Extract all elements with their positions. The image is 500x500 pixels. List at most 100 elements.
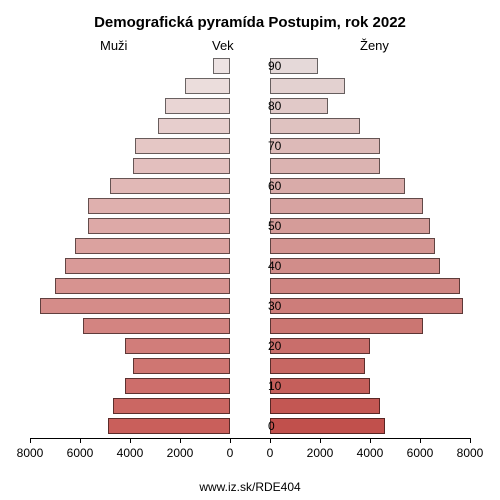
women-row-50 <box>270 218 470 234</box>
men-row-5 <box>30 398 230 414</box>
men-bar-15 <box>133 358 231 374</box>
women-row-5 <box>270 398 470 414</box>
source-label: www.iz.sk/RDE404 <box>0 480 500 494</box>
women-bar-60 <box>270 178 405 194</box>
x-tick-left-4000 <box>130 438 131 443</box>
age-tick-30: 30 <box>268 299 281 313</box>
age-tick-10: 10 <box>268 379 281 393</box>
label-age: Vek <box>212 38 234 53</box>
women-row-45 <box>270 238 470 254</box>
women-row-25 <box>270 318 470 334</box>
x-tick-label-right-6000: 6000 <box>407 446 434 460</box>
women-row-60 <box>270 178 470 194</box>
men-bar-50 <box>88 218 231 234</box>
chart-title: Demografická pyramída Postupim, rok 2022 <box>0 14 500 31</box>
women-row-85 <box>270 78 470 94</box>
age-tick-0: 0 <box>268 419 275 433</box>
x-tick-right-2000 <box>320 438 321 443</box>
men-bar-90 <box>213 58 231 74</box>
women-row-30 <box>270 298 470 314</box>
age-tick-50: 50 <box>268 219 281 233</box>
x-tick-left-2000 <box>180 438 181 443</box>
x-tick-label-left-6000: 6000 <box>67 446 94 460</box>
men-row-55 <box>30 198 230 214</box>
men-bar-70 <box>135 138 230 154</box>
men-row-35 <box>30 278 230 294</box>
men-row-20 <box>30 338 230 354</box>
women-bar-40 <box>270 258 440 274</box>
men-row-90 <box>30 58 230 74</box>
men-bar-85 <box>185 78 230 94</box>
x-tick-right-4000 <box>370 438 371 443</box>
men-bar-60 <box>110 178 230 194</box>
women-row-40 <box>270 258 470 274</box>
x-tick-labels: 0020002000400040006000600080008000 <box>30 446 470 462</box>
men-row-30 <box>30 298 230 314</box>
women-bar-85 <box>270 78 345 94</box>
x-tick-label-left-0: 0 <box>227 446 234 460</box>
men-row-65 <box>30 158 230 174</box>
men-row-10 <box>30 378 230 394</box>
men-row-85 <box>30 78 230 94</box>
men-row-15 <box>30 358 230 374</box>
men-row-40 <box>30 258 230 274</box>
x-tick-right-6000 <box>420 438 421 443</box>
women-row-15 <box>270 358 470 374</box>
men-half <box>30 54 230 438</box>
women-row-70 <box>270 138 470 154</box>
men-bar-30 <box>40 298 230 314</box>
men-bar-5 <box>113 398 231 414</box>
men-bar-40 <box>65 258 230 274</box>
x-tick-label-right-0: 0 <box>267 446 274 460</box>
x-tick-label-left-4000: 4000 <box>117 446 144 460</box>
x-tick-left-0 <box>230 438 231 443</box>
men-row-80 <box>30 98 230 114</box>
women-row-80 <box>270 98 470 114</box>
age-tick-80: 80 <box>268 99 281 113</box>
women-bar-25 <box>270 318 423 334</box>
x-tick-right-0 <box>270 438 271 443</box>
men-bar-55 <box>88 198 231 214</box>
men-bar-0 <box>108 418 231 434</box>
women-bar-20 <box>270 338 370 354</box>
women-bar-10 <box>270 378 370 394</box>
women-row-75 <box>270 118 470 134</box>
women-bar-50 <box>270 218 430 234</box>
x-tick-left-8000 <box>30 438 31 443</box>
men-row-25 <box>30 318 230 334</box>
label-women: Ženy <box>360 38 389 53</box>
women-bar-55 <box>270 198 423 214</box>
men-bar-25 <box>83 318 231 334</box>
men-bar-80 <box>165 98 230 114</box>
x-tick-label-right-2000: 2000 <box>307 446 334 460</box>
chart-area: 0102030405060708090 <box>30 54 470 438</box>
women-bar-15 <box>270 358 365 374</box>
men-row-70 <box>30 138 230 154</box>
women-half <box>270 54 470 438</box>
women-bar-45 <box>270 238 435 254</box>
men-row-0 <box>30 418 230 434</box>
x-tick-label-right-8000: 8000 <box>457 446 484 460</box>
x-axis <box>30 438 470 439</box>
age-tick-40: 40 <box>268 259 281 273</box>
women-bar-0 <box>270 418 385 434</box>
age-tick-70: 70 <box>268 139 281 153</box>
men-bar-65 <box>133 158 231 174</box>
women-row-20 <box>270 338 470 354</box>
men-bar-45 <box>75 238 230 254</box>
women-row-35 <box>270 278 470 294</box>
x-tick-label-left-8000: 8000 <box>17 446 44 460</box>
men-bar-10 <box>125 378 230 394</box>
men-row-60 <box>30 178 230 194</box>
women-row-10 <box>270 378 470 394</box>
women-bar-65 <box>270 158 380 174</box>
men-row-50 <box>30 218 230 234</box>
age-tick-20: 20 <box>268 339 281 353</box>
x-tick-right-8000 <box>470 438 471 443</box>
women-bar-75 <box>270 118 360 134</box>
x-tick-left-6000 <box>80 438 81 443</box>
label-men: Muži <box>100 38 127 53</box>
men-bar-35 <box>55 278 230 294</box>
women-bar-30 <box>270 298 463 314</box>
age-tick-60: 60 <box>268 179 281 193</box>
